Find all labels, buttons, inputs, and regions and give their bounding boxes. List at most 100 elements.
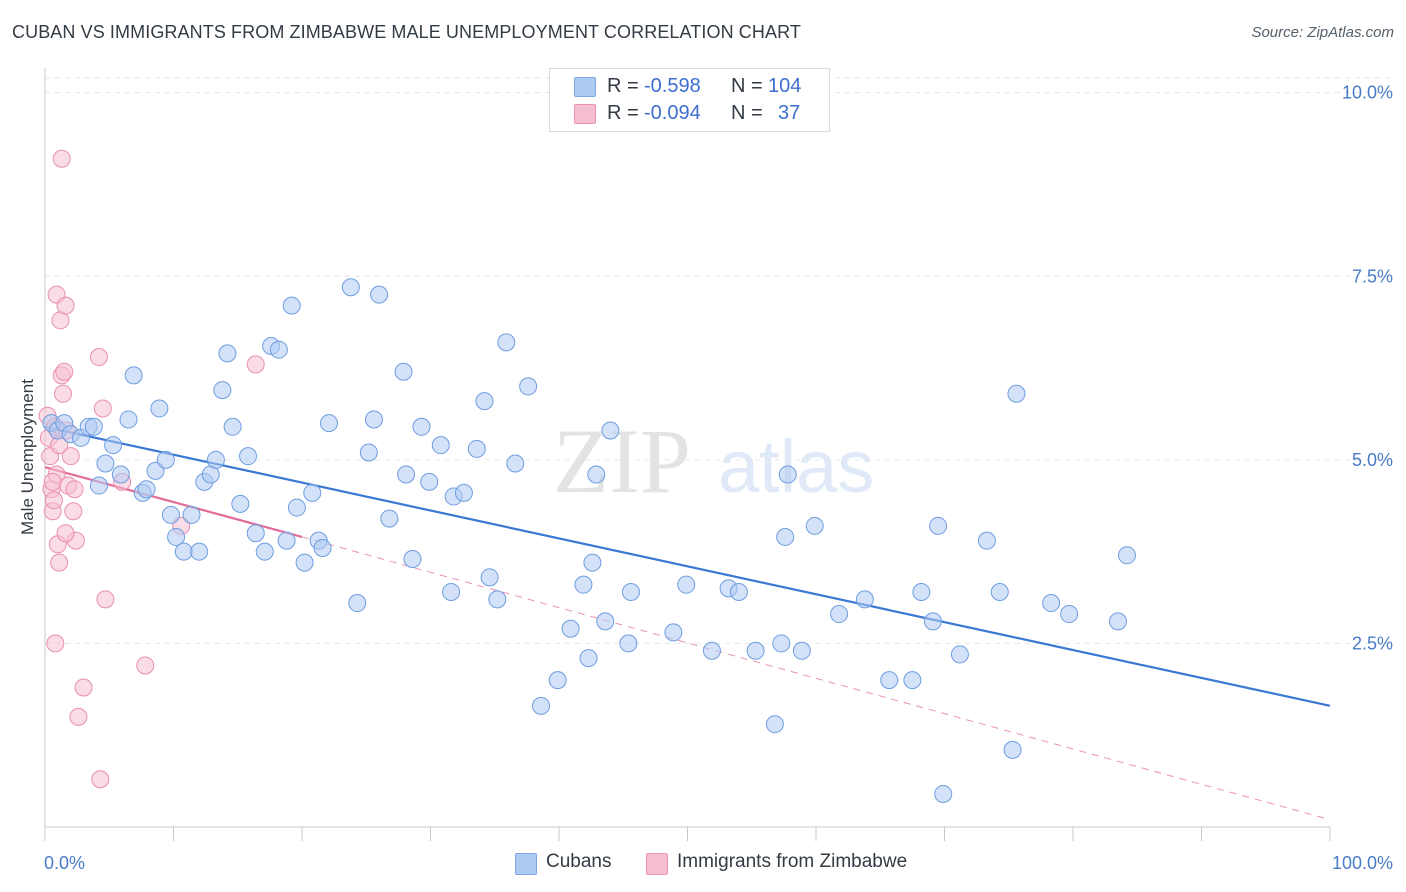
- cubans-point: [218, 344, 237, 363]
- cubans-point: [621, 583, 640, 602]
- cubans-point: [412, 417, 431, 436]
- cubans-point: [765, 715, 784, 734]
- cubans-point: [319, 414, 338, 433]
- cubans-point: [380, 509, 399, 528]
- cubans-point: [454, 483, 473, 502]
- cubans-point: [190, 542, 209, 561]
- zimbabwe-point: [74, 678, 93, 697]
- x-tick-label: 100.0%: [1332, 853, 1393, 873]
- legend-n-value: 104: [768, 75, 802, 97]
- cubans-point: [830, 605, 849, 624]
- cubans-point: [1108, 612, 1127, 631]
- legend-row-cubans: R = -0.598 N = 104: [574, 75, 801, 99]
- zimbabwe-point: [64, 502, 83, 521]
- cubans-point: [96, 454, 115, 473]
- source-label: Source: ZipAtlas.com: [1251, 24, 1394, 41]
- cubans-point: [912, 583, 931, 602]
- cubans-point: [364, 410, 383, 429]
- cubans-point: [206, 450, 225, 469]
- zimbabwe-swatch: [574, 104, 596, 124]
- cubans-point: [303, 483, 322, 502]
- zimbabwe-point: [43, 472, 62, 491]
- zimbabwe-point: [56, 296, 75, 315]
- cubans-point: [431, 436, 450, 455]
- cubans-point: [341, 278, 360, 297]
- cubans-point: [855, 590, 874, 609]
- cubans-point: [223, 417, 242, 436]
- cubans-point: [729, 583, 748, 602]
- x-tick-labels: 0.0% 100.0%: [44, 853, 1393, 873]
- cubans-point: [923, 612, 942, 631]
- cubans-point: [231, 494, 250, 513]
- cubans-point: [950, 645, 969, 664]
- cubans-point: [664, 623, 683, 642]
- cubans-point: [488, 590, 507, 609]
- y-tick-label: 7.5%: [1352, 266, 1393, 286]
- cubans-point: [480, 568, 499, 587]
- cubans-point: [977, 531, 996, 550]
- cubans-point: [574, 575, 593, 594]
- cubans-point: [903, 671, 922, 690]
- cubans-point: [497, 333, 516, 352]
- legend-row-zimbabwe: R = -0.094 N = 37: [574, 102, 800, 126]
- zimbabwe-legend-swatch: [646, 853, 668, 875]
- watermark-atlas: atlas: [718, 425, 874, 508]
- zimbabwe-point: [89, 348, 108, 367]
- zimbabwe-point: [56, 524, 75, 543]
- cubans-point: [1117, 546, 1136, 565]
- cubans-point: [746, 641, 765, 660]
- x-tick-label: 0.0%: [44, 853, 85, 873]
- cubans-trend-line: [44, 425, 1331, 707]
- zimbabwe-point: [93, 399, 112, 418]
- cubans-point: [702, 641, 721, 660]
- zimbabwe-point: [65, 480, 84, 499]
- cubans-point: [1007, 384, 1026, 403]
- cubans-point: [282, 296, 301, 315]
- legend-r-label: R =: [607, 75, 639, 97]
- cubans-point: [579, 649, 598, 668]
- zimbabwe-point: [246, 355, 265, 374]
- cubans-point: [990, 583, 1009, 602]
- legend-r-value: -0.598: [644, 75, 701, 97]
- cubans-point: [137, 480, 156, 499]
- cubans-point: [772, 634, 791, 653]
- legend-n-value: 37: [778, 102, 801, 124]
- cubans-legend-label: Cubans: [546, 851, 612, 872]
- cubans-point: [255, 542, 274, 561]
- cubans-point: [146, 461, 165, 480]
- cubans-point: [601, 421, 620, 440]
- cubans-point: [150, 399, 169, 418]
- y-tick-label: 10.0%: [1342, 83, 1393, 103]
- legend-r-value: -0.094: [644, 102, 701, 124]
- cubans-point: [442, 583, 461, 602]
- watermark-zip: ZIP: [553, 410, 691, 512]
- zimbabwe-point: [44, 491, 63, 510]
- cubans-point: [619, 634, 638, 653]
- y-tick-label: 5.0%: [1352, 450, 1393, 470]
- zimbabwe-point: [53, 384, 72, 403]
- y-tick-labels: 2.5% 5.0% 7.5% 10.0%: [1342, 83, 1393, 654]
- watermark: ZIP atlas: [553, 410, 874, 512]
- cubans-point: [213, 381, 232, 400]
- legend-n-label: N =: [731, 75, 763, 97]
- cubans-point: [475, 392, 494, 411]
- cubans-point: [161, 505, 180, 524]
- cubans-point: [561, 619, 580, 638]
- zimbabwe-trend-line: [301, 536, 1331, 821]
- y-axis-label: Male Unemployment: [18, 379, 37, 535]
- axes: [44, 68, 1331, 841]
- cubans-point: [519, 377, 538, 396]
- legend-n-label: N =: [731, 102, 763, 124]
- cubans-point: [548, 671, 567, 690]
- cubans-point: [677, 575, 696, 594]
- cubans-point: [111, 465, 130, 484]
- cubans-point: [89, 476, 108, 495]
- cubans-point: [124, 366, 143, 385]
- cubans-point: [934, 784, 953, 803]
- cubans-point: [1003, 740, 1022, 759]
- cubans-point: [583, 553, 602, 572]
- cubans-point: [277, 531, 296, 550]
- cubans-point: [776, 527, 795, 546]
- cubans-point: [246, 524, 265, 543]
- cubans-point: [174, 542, 193, 561]
